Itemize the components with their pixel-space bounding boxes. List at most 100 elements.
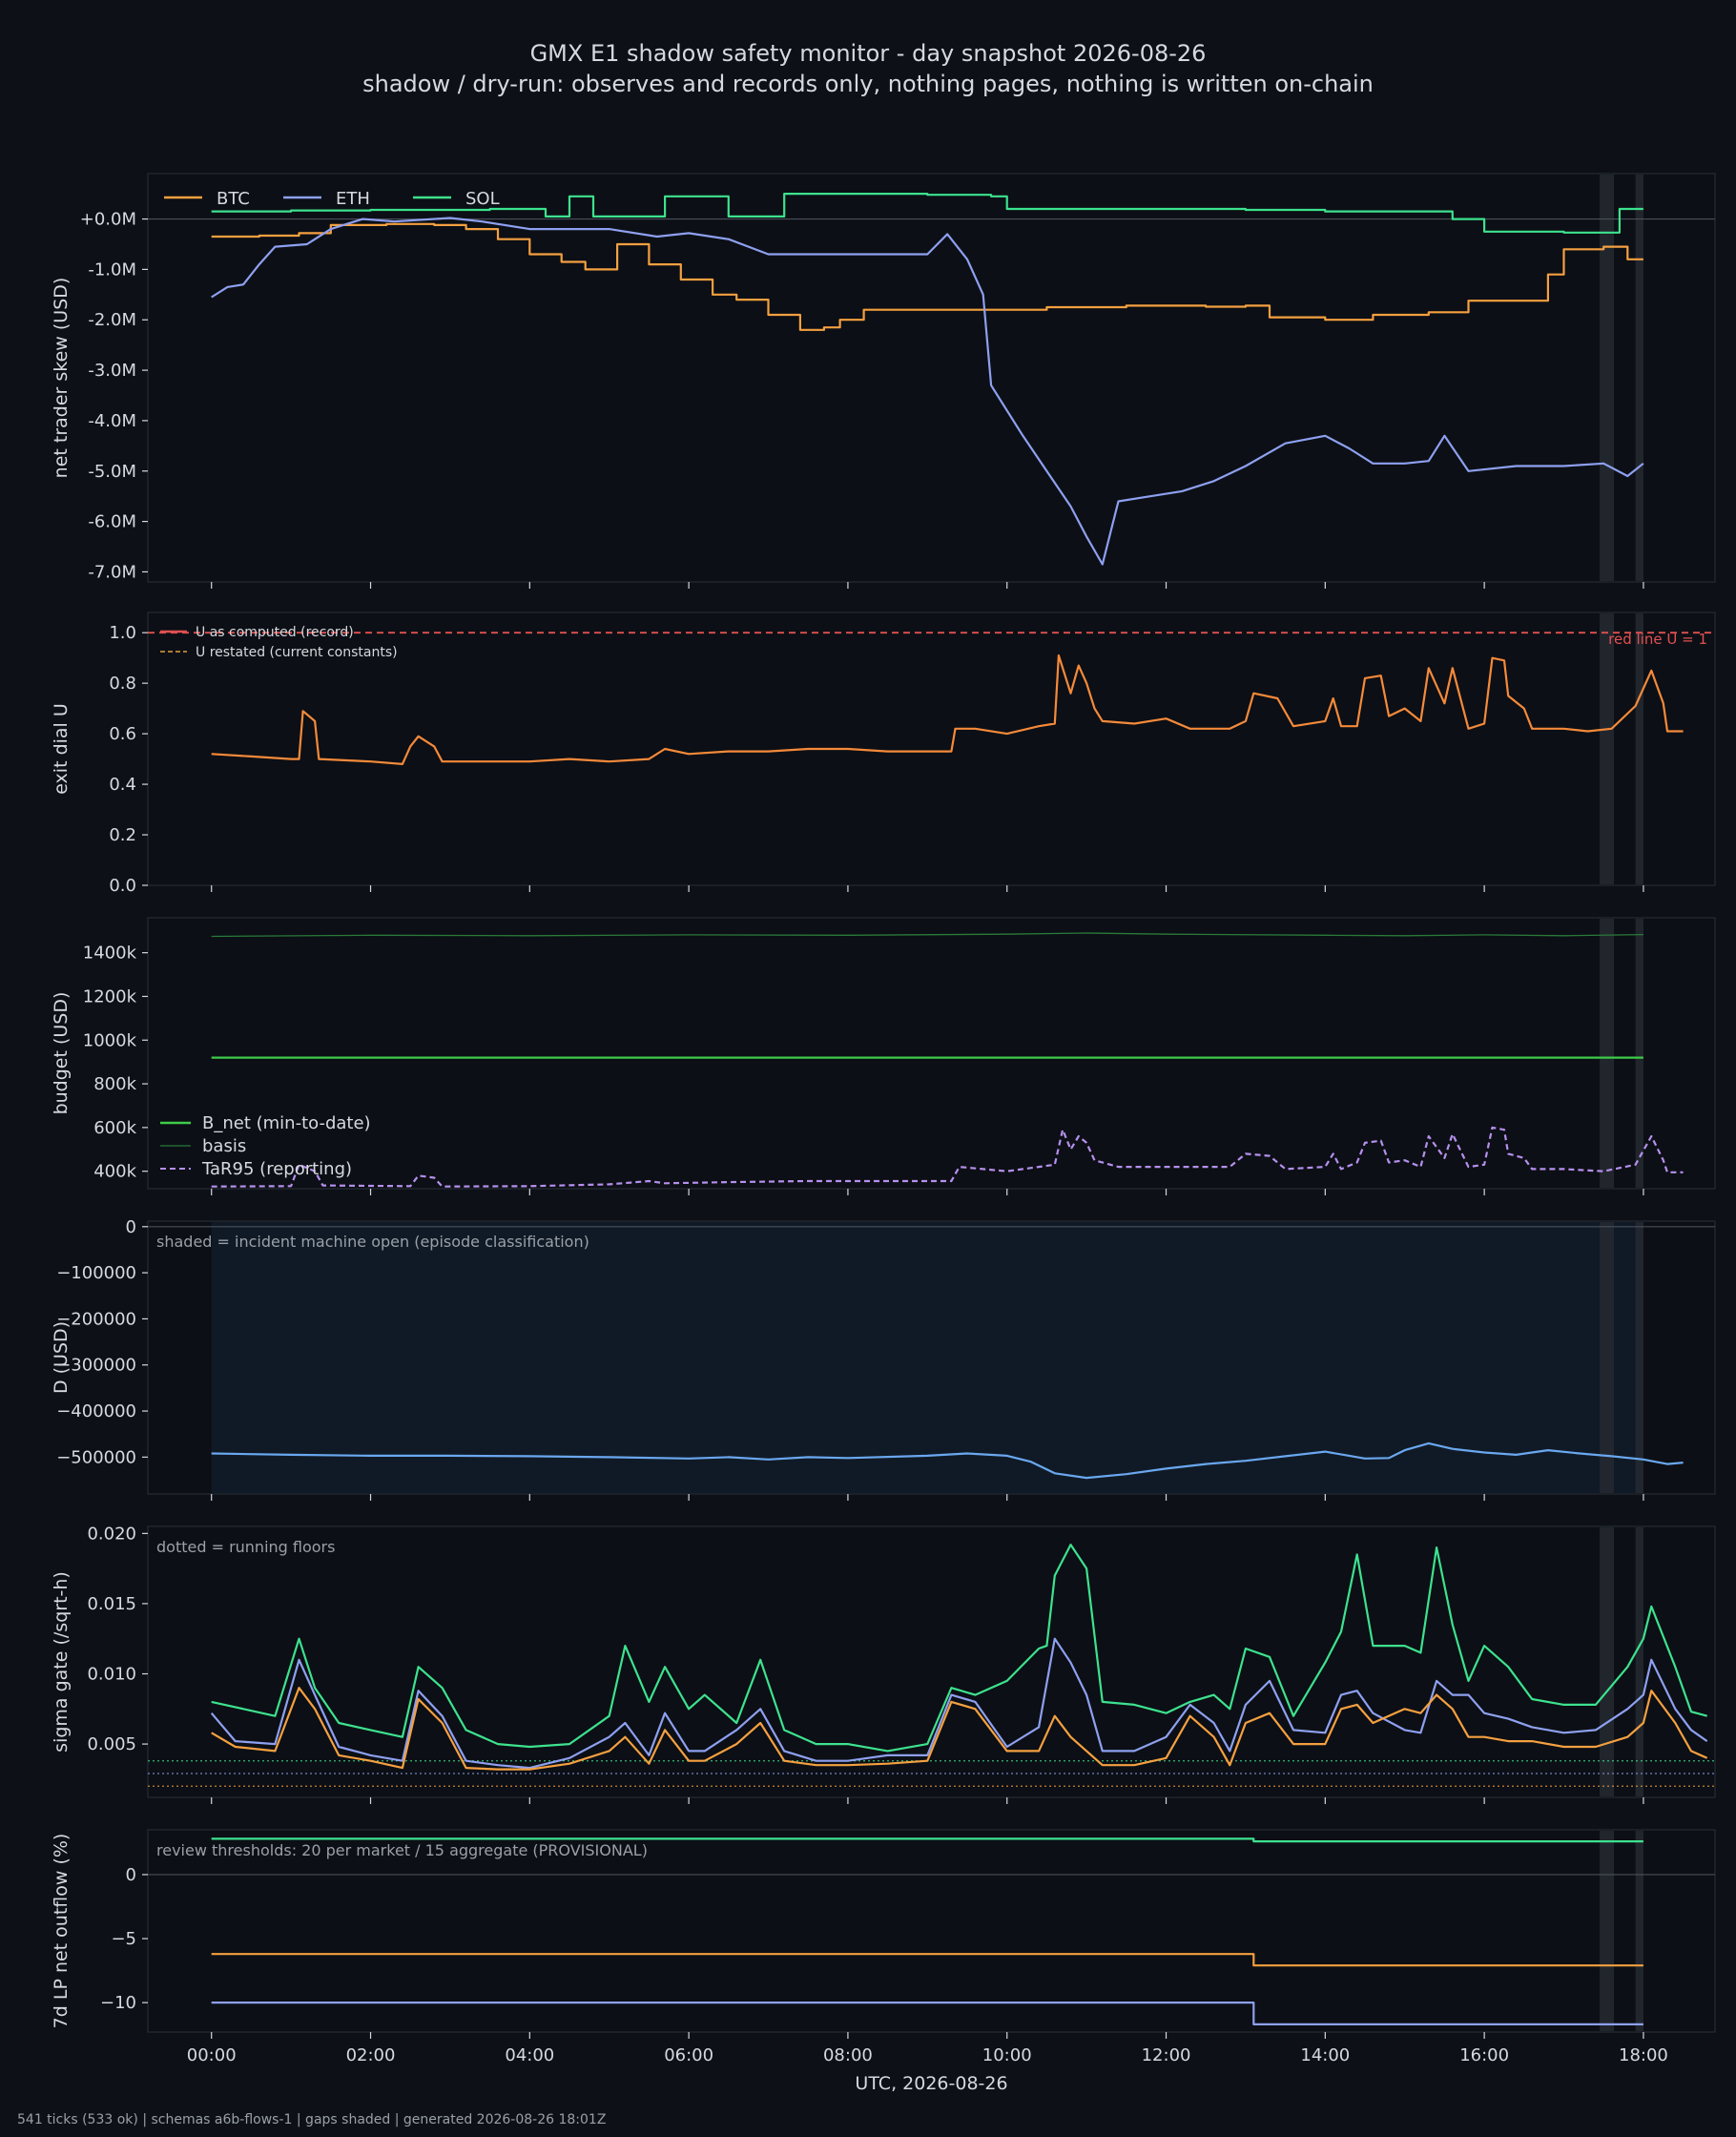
series-line-sol bbox=[211, 1544, 1707, 1753]
y-tick-label: −5 bbox=[111, 1929, 136, 1949]
gap-shade bbox=[1635, 1222, 1643, 1493]
y-tick-label: -5.0M bbox=[88, 462, 136, 482]
y-tick-label: 600k bbox=[93, 1118, 136, 1138]
y-tick-label: 800k bbox=[93, 1074, 136, 1094]
y-tick-label: -7.0M bbox=[88, 562, 136, 582]
incident-shade bbox=[211, 1222, 1643, 1493]
panel-d: 0 −100000 −200000 −300000 −400000 −500000 D (U… bbox=[51, 1217, 1716, 1501]
y-tick-label: -1.0M bbox=[88, 259, 136, 280]
series-line-eth bbox=[211, 217, 1644, 566]
panel-lp: 0 −5 −10 00:00 02:00 04:00 06:00 08:00 10:00 12:0… bbox=[51, 1829, 1716, 2065]
gap-shade bbox=[1635, 1831, 1643, 2031]
panel-exit: red line U = 1 0.0 0.2 0.4 0.6 0.8 1.0 exit dia… bbox=[51, 612, 1716, 896]
series-line-basis bbox=[211, 932, 1643, 938]
legend-label: ETH bbox=[336, 189, 370, 209]
legend-label: U as computed (record) bbox=[196, 625, 354, 640]
legend-label: basis bbox=[202, 1136, 246, 1156]
y-tick-label: 0.005 bbox=[87, 1734, 136, 1754]
y-tick-label: −10 bbox=[100, 1993, 136, 2013]
series-line-sol bbox=[211, 193, 1643, 234]
y-tick-label: −400000 bbox=[56, 1401, 136, 1421]
panel-frame bbox=[147, 917, 1716, 1190]
y-tick-label: 0 bbox=[126, 1865, 136, 1885]
gap-shade bbox=[1635, 613, 1643, 884]
y-axis-label: D (USD) bbox=[51, 1321, 72, 1394]
gap-shade bbox=[1600, 1831, 1615, 2031]
y-tick-label: 0.4 bbox=[109, 775, 136, 795]
y-axis-label: exit dial U bbox=[51, 703, 72, 795]
y-tick-label: −500000 bbox=[56, 1447, 136, 1467]
series-line-tar95-reporting bbox=[211, 1126, 1684, 1188]
y-tick-label: −200000 bbox=[56, 1309, 136, 1329]
y-tick-label: 0.8 bbox=[109, 674, 136, 694]
y-tick-label: +0.0M bbox=[80, 210, 136, 230]
x-tick-label: 18:00 bbox=[1619, 2045, 1668, 2065]
series-line-btc bbox=[211, 1687, 1708, 1771]
y-tick-label: 0.010 bbox=[87, 1665, 136, 1685]
y-axis-label: net trader skew (USD) bbox=[51, 278, 72, 479]
panel-budget: 400k 600k 800k 1000k 1200k 1400k budget (USD) B… bbox=[51, 917, 1716, 1195]
legend-label: SOL bbox=[465, 189, 500, 209]
series-line-btc bbox=[211, 222, 1643, 331]
legend-label: TaR95 (reporting) bbox=[201, 1159, 352, 1179]
gap-shade bbox=[1635, 175, 1643, 581]
series-line-sol bbox=[211, 1837, 1643, 1843]
x-tick-label: 04:00 bbox=[505, 2045, 554, 2065]
gap-shade bbox=[1600, 175, 1615, 581]
chart-title: GMX E1 shadow safety monitor - day snaps… bbox=[529, 40, 1207, 67]
x-tick-label: 10:00 bbox=[982, 2045, 1032, 2065]
y-axis-label: 7d LP net outflow (%) bbox=[51, 1834, 72, 2029]
y-tick-label: 1200k bbox=[83, 986, 137, 1006]
series-line-btc bbox=[211, 1953, 1643, 1967]
panel-skew: +0.0M -1.0M -2.0M -3.0M -4.0M -5.0M -6.0M -7.0M… bbox=[51, 173, 1716, 589]
y-tick-label: −300000 bbox=[56, 1356, 136, 1376]
x-tick-label: 02:00 bbox=[346, 2045, 396, 2065]
legend-label: U restated (current constants) bbox=[196, 645, 398, 660]
y-tick-label: 0.2 bbox=[109, 825, 136, 845]
y-tick-label: 400k bbox=[93, 1162, 136, 1182]
x-tick-label: 16:00 bbox=[1459, 2045, 1509, 2065]
gap-shade bbox=[1600, 1527, 1615, 1796]
red-line-label: red line U = 1 bbox=[1608, 631, 1707, 648]
y-tick-label: 0.0 bbox=[109, 876, 136, 896]
y-axis-label: sigma gate (/sqrt-h) bbox=[51, 1571, 72, 1753]
series-line-u-as-computed-record bbox=[211, 654, 1684, 765]
y-tick-label: 0.020 bbox=[87, 1524, 136, 1544]
x-tick-label: 00:00 bbox=[187, 2045, 237, 2065]
gap-shade bbox=[1600, 919, 1615, 1188]
panel-frame bbox=[147, 173, 1716, 583]
footer-status: 541 ticks (533 ok) | schemas a6b-flows-1… bbox=[17, 2112, 607, 2127]
gap-shade bbox=[1600, 1222, 1615, 1493]
x-tick-label: 08:00 bbox=[823, 2045, 873, 2065]
y-tick-label: 0.6 bbox=[109, 724, 136, 744]
y-tick-label: 1.0 bbox=[109, 623, 136, 643]
y-tick-label: 1000k bbox=[83, 1030, 137, 1050]
panel-note: review thresholds: 20 per market / 15 ag… bbox=[156, 1841, 648, 1859]
y-tick-label: -3.0M bbox=[88, 361, 136, 381]
series-line-d bbox=[211, 1442, 1684, 1480]
x-tick-label: 06:00 bbox=[664, 2045, 713, 2065]
panel-sigma: 0.005 0.010 0.015 0.020 sigma gate (/sqrt-h)… bbox=[51, 1524, 1716, 1804]
y-tick-label: -4.0M bbox=[88, 411, 136, 431]
y-tick-label: 1400k bbox=[83, 944, 137, 964]
y-tick-label: 0 bbox=[126, 1217, 136, 1237]
panel-note: shaded = incident machine open (episode … bbox=[156, 1233, 589, 1251]
x-tick-label: 14:00 bbox=[1300, 2045, 1350, 2065]
gap-shade bbox=[1635, 1527, 1643, 1796]
gap-shade bbox=[1635, 919, 1643, 1188]
y-tick-label: 0.015 bbox=[87, 1594, 136, 1614]
y-tick-label: -2.0M bbox=[88, 310, 136, 330]
panel-note: dotted = running floors bbox=[156, 1538, 335, 1556]
x-tick-label: 12:00 bbox=[1142, 2045, 1191, 2065]
x-axis-label: UTC, 2026-08-26 bbox=[855, 2073, 1007, 2094]
panel-frame bbox=[147, 1829, 1716, 2033]
y-tick-label: -6.0M bbox=[88, 512, 136, 532]
series-line-eth bbox=[211, 2002, 1643, 2025]
gap-shade bbox=[1600, 613, 1615, 884]
y-tick-label: −100000 bbox=[56, 1263, 136, 1283]
chart-subtitle: shadow / dry-run: observes and records o… bbox=[362, 71, 1374, 97]
legend-label: B_net (min-to-date) bbox=[202, 1113, 371, 1133]
legend-label: BTC bbox=[217, 189, 250, 209]
series-line-eth bbox=[210, 1637, 1708, 1770]
